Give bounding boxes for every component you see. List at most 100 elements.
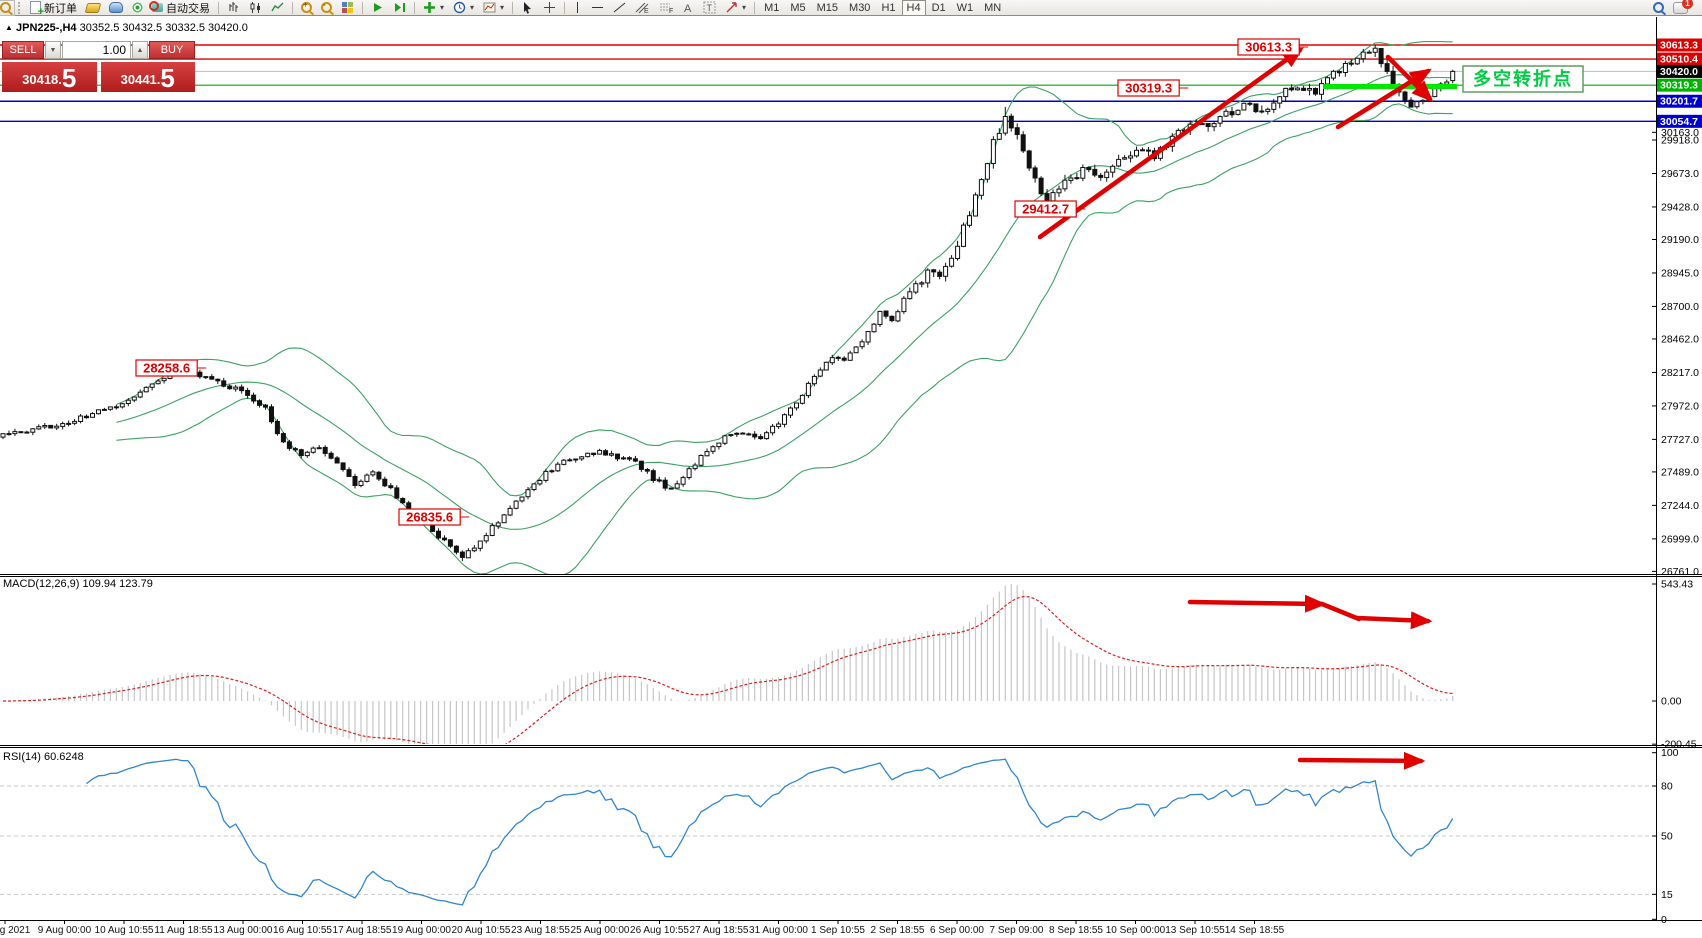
sell-price-tile[interactable]: 30418. 5 <box>2 62 97 92</box>
chart-window-icon[interactable] <box>0 0 15 16</box>
price-callout-box[interactable] <box>1117 79 1180 97</box>
indicators-button[interactable]: ▾ <box>419 0 448 16</box>
volume-input[interactable] <box>62 41 131 59</box>
timeframe-h4[interactable]: H4 <box>901 0 926 16</box>
price-badge-label: 30201.7 <box>1660 96 1698 108</box>
chart-shift-icon <box>395 3 405 12</box>
trend-arrow[interactable] <box>1335 68 1432 130</box>
bar-chart-button[interactable] <box>223 0 244 16</box>
notifications-button[interactable]: 1 <box>1669 0 1693 16</box>
time-label: 8 Sep 18:55 <box>1049 925 1103 936</box>
periods-button[interactable]: ▾ <box>449 0 478 16</box>
template-icon <box>483 2 496 13</box>
zoom-out-button[interactable]: - <box>317 0 336 16</box>
bar-chart-icon <box>229 2 238 12</box>
buy-button[interactable]: BUY <box>149 41 195 59</box>
autotrading-button[interactable]: 自动交易 <box>148 0 214 16</box>
timeframe-d1[interactable]: D1 <box>931 1 946 14</box>
arrows-button[interactable]: ▾ <box>721 0 750 16</box>
time-label: 13 Sep 10:55 <box>1165 925 1225 936</box>
volume-increase-button[interactable]: ▲ <box>132 41 148 59</box>
toolbar-separator <box>512 1 514 14</box>
price-callout-box[interactable] <box>135 359 198 377</box>
trend-arrow[interactable] <box>1297 751 1426 770</box>
text-icon: A <box>684 3 692 14</box>
trendline-icon <box>613 2 626 13</box>
data-window-button[interactable] <box>105 0 127 16</box>
time-label: 1 Sep 10:55 <box>811 925 865 936</box>
timeframe-m1[interactable]: M1 <box>764 1 780 14</box>
timeframe-m5[interactable]: M5 <box>790 1 806 14</box>
collapse-triangle-icon[interactable]: ▲ <box>5 23 13 32</box>
channel-button[interactable]: E <box>631 0 654 16</box>
toolbar-separator <box>564 1 566 14</box>
price-tick-label: 28945.0 <box>1661 267 1699 279</box>
price-callout-box[interactable] <box>1237 38 1300 56</box>
cursor-button[interactable] <box>517 0 538 16</box>
price-badge-label: 30054.7 <box>1660 116 1698 128</box>
fibonacci-button[interactable]: F <box>655 0 678 16</box>
price-callout-box[interactable] <box>398 508 461 526</box>
auto-scroll-button[interactable] <box>367 0 388 16</box>
volume-decrease-button[interactable]: ▼ <box>45 41 61 59</box>
price-callout-label: 28258.6 <box>143 361 190 376</box>
price-callout-label: 29412.7 <box>1022 202 1069 217</box>
crosshair-icon <box>544 2 556 13</box>
text-label-button[interactable]: T <box>699 0 720 16</box>
buy-price-tile[interactable]: 30441. 5 <box>100 62 195 92</box>
time-label: 5 Aug 2021 <box>0 925 31 936</box>
signals-button[interactable] <box>128 0 147 16</box>
rsi-label: RSI(14) 60.6248 <box>3 751 84 763</box>
time-label: 26 Aug 10:55 <box>630 925 689 936</box>
time-label: 19 Aug 00:00 <box>392 925 451 936</box>
tile-windows-button[interactable] <box>337 0 358 16</box>
price-callout-box[interactable] <box>1014 200 1077 218</box>
timeframe-m30[interactable]: M30 <box>849 1 871 14</box>
note-box[interactable] <box>1462 65 1584 93</box>
price-badge <box>1657 78 1702 92</box>
macd-tick-label: 543.43 <box>1661 579 1693 591</box>
timeframe-mn[interactable]: MN <box>984 1 1002 14</box>
toolbar-grip <box>18 1 23 14</box>
market-watch-button[interactable] <box>82 0 104 16</box>
timeframe-m15[interactable]: M15 <box>816 1 839 14</box>
time-label: 31 Aug 00:00 <box>749 925 808 936</box>
price-tick-label: 28700.0 <box>1661 301 1699 313</box>
text-button[interactable]: A <box>679 0 698 16</box>
candlestick-button[interactable] <box>245 0 266 16</box>
trendline-button[interactable] <box>609 0 630 16</box>
vertical-line-button[interactable] <box>569 0 586 16</box>
price-tick-label: 27727.0 <box>1661 434 1699 446</box>
equidistant-channel-icon: E <box>635 2 649 14</box>
trend-arrow[interactable] <box>1037 47 1304 240</box>
templates-button[interactable]: ▾ <box>479 0 508 16</box>
trend-arrow[interactable] <box>1187 594 1327 613</box>
trend-arrow[interactable] <box>1319 601 1362 622</box>
line-chart-button[interactable] <box>267 0 288 16</box>
arrows-icon <box>726 2 737 13</box>
time-label: 20 Aug 10:55 <box>452 925 511 936</box>
time-label: 14 Sep 18:55 <box>1225 925 1285 936</box>
timeframe-h1[interactable]: H1 <box>881 1 896 14</box>
time-label: 9 Aug 00:00 <box>38 925 92 936</box>
zoom-in-button[interactable]: + <box>297 0 316 16</box>
price-badge-label: 30319.3 <box>1660 80 1698 92</box>
buy-price-main: 30441. <box>120 72 161 87</box>
horizontal-line-button[interactable] <box>587 0 608 16</box>
trend-arrow[interactable] <box>1354 611 1433 630</box>
time-label: 23 Aug 18:55 <box>511 925 570 936</box>
price-tick-label: 29428.0 <box>1661 201 1699 213</box>
support-level-bar[interactable] <box>1323 84 1457 89</box>
search-button[interactable] <box>1649 0 1668 16</box>
crosshair-button[interactable] <box>539 0 560 16</box>
sell-button[interactable]: SELL <box>2 41 44 59</box>
chart-shift-button[interactable] <box>389 0 410 16</box>
ohlc-readout: 30352.5 30432.5 30332.5 30420.0 <box>79 22 248 34</box>
price-tick-label: 27489.0 <box>1661 466 1699 478</box>
one-click-trading-panel: SELL ▼ ▲ BUY 30418.5 30441.5 <box>2 41 195 92</box>
timeframe-w1[interactable]: W1 <box>956 1 974 14</box>
toolbar-separator <box>292 1 293 14</box>
macd-label: MACD(12,26,9) 109.94 123.79 <box>3 578 153 590</box>
new-order-button[interactable]: 新订单 <box>26 0 81 18</box>
